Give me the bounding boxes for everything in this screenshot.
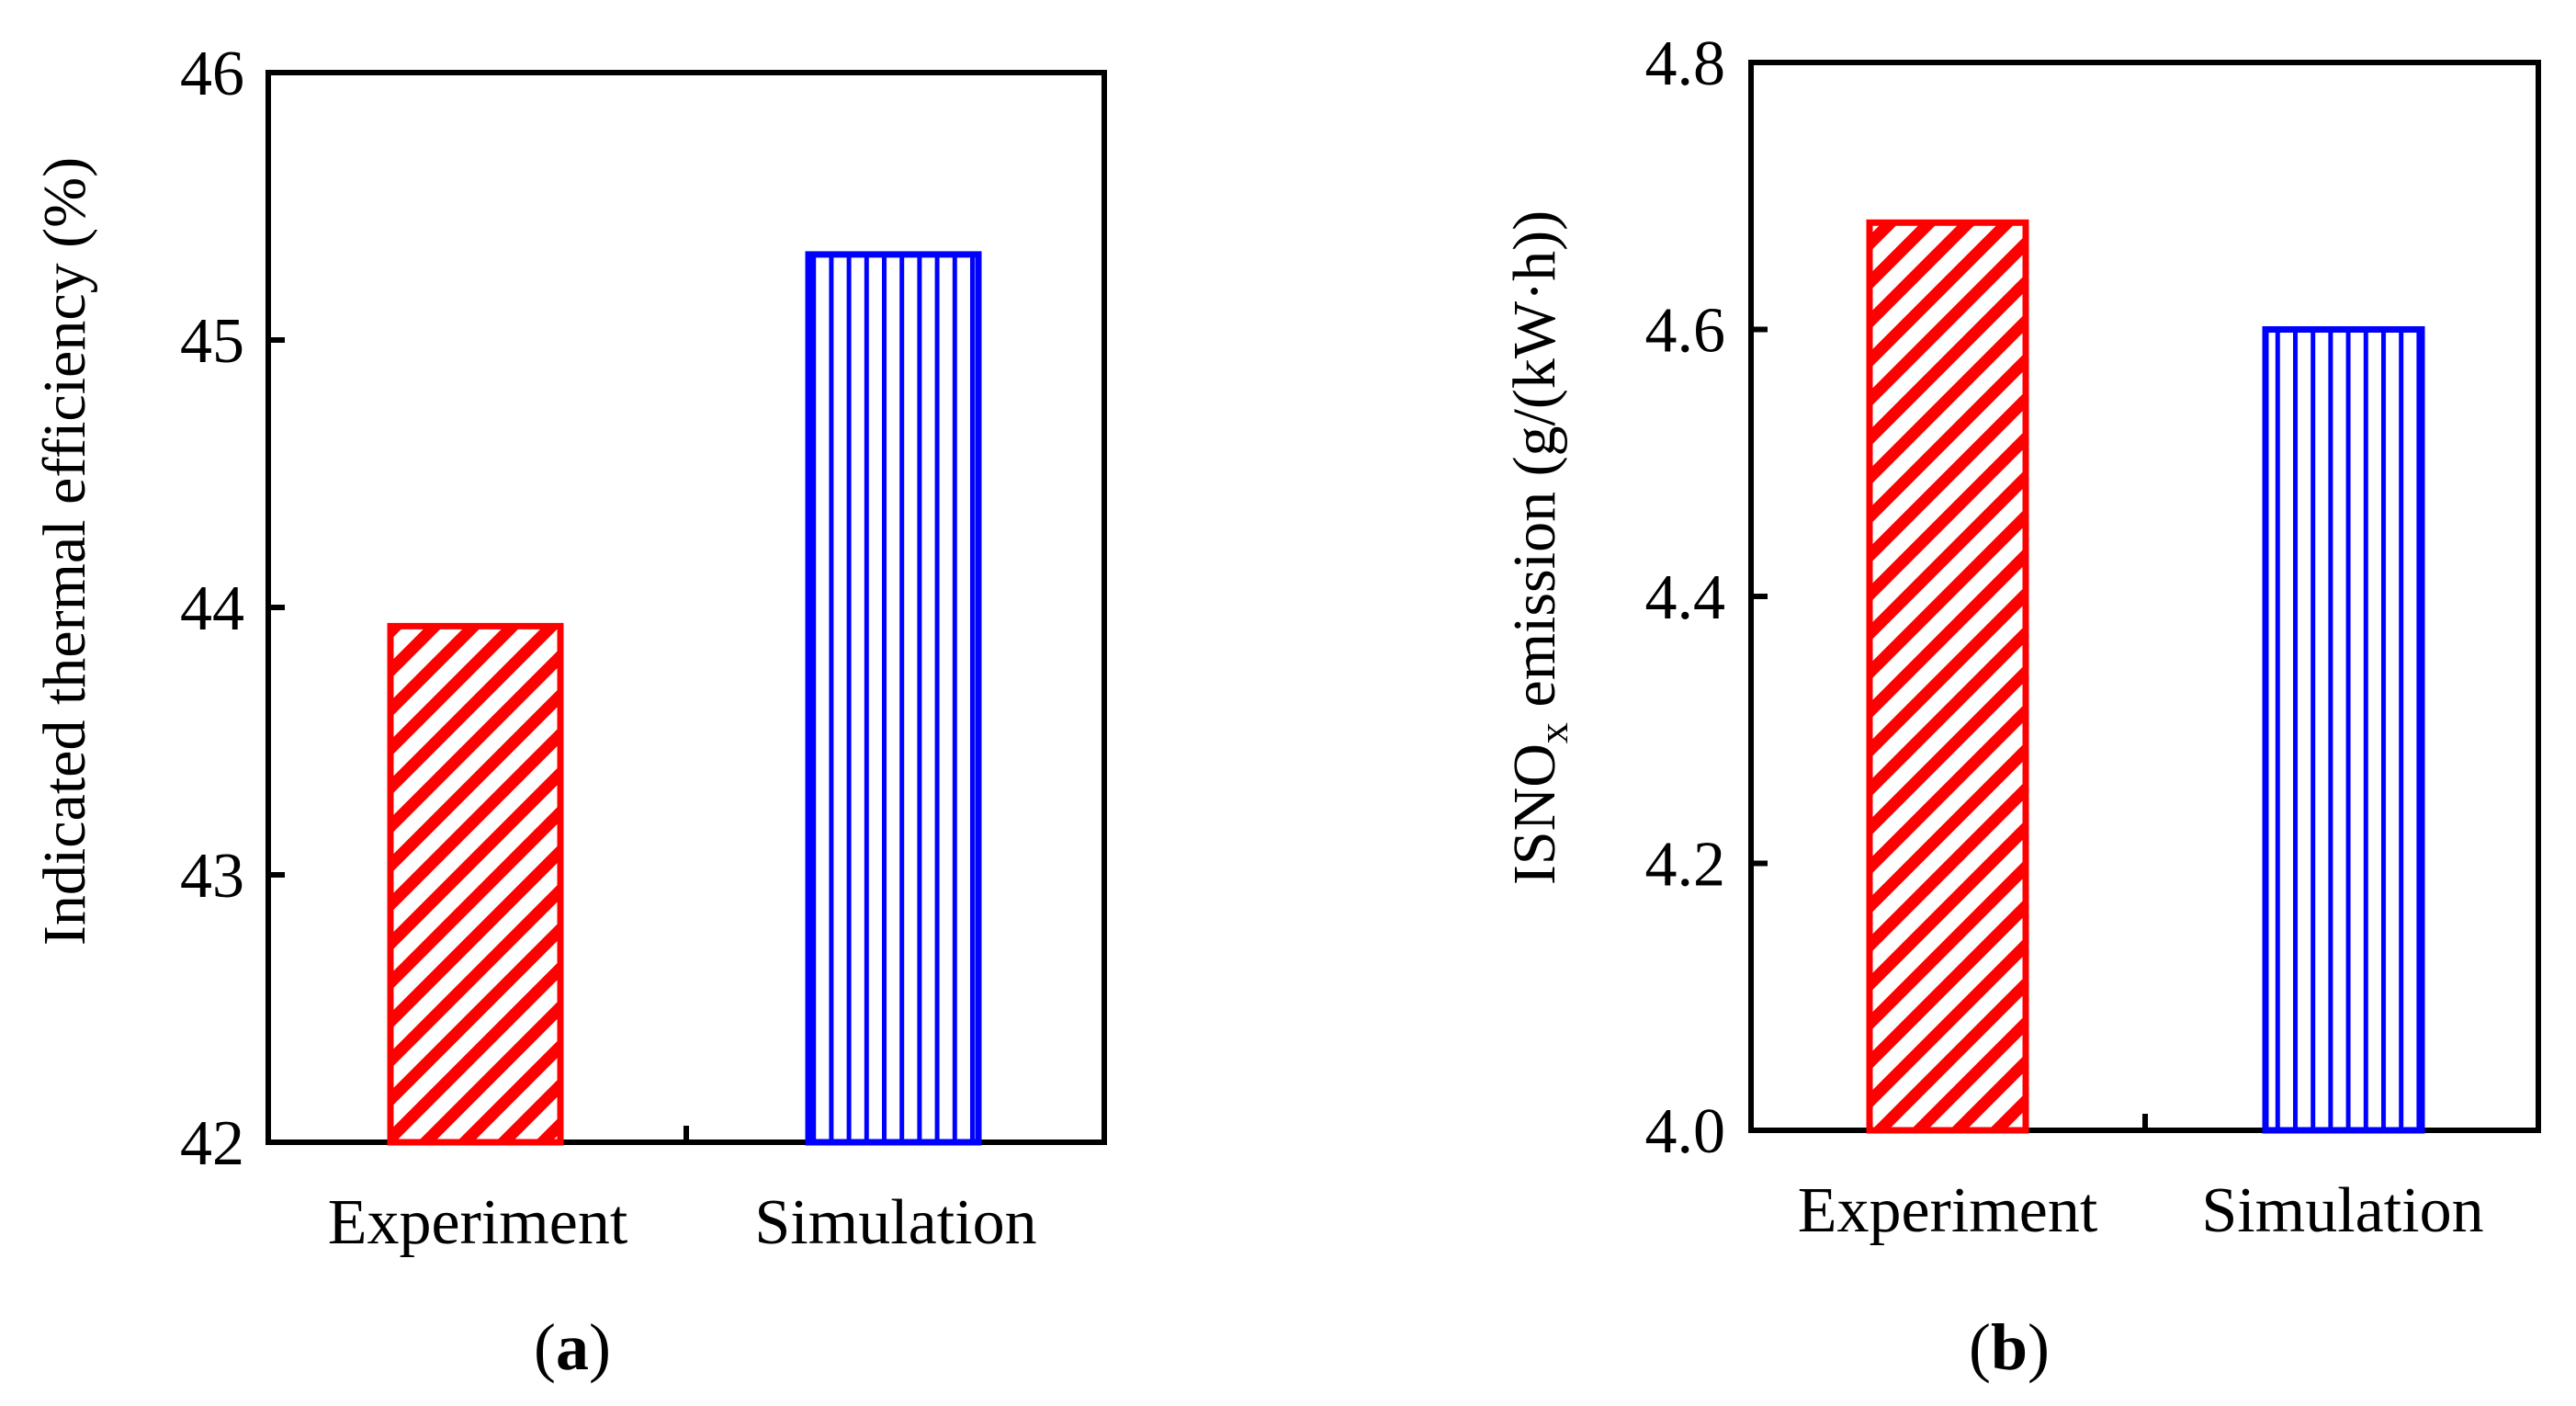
y-axis-title-b: ISNOx emission (g/(kW·h)) [1501, 210, 1576, 885]
panel-label-b: (b) [1969, 1310, 2050, 1384]
bar-simulation-b [2262, 326, 2425, 1134]
y-tick-labels-b: 4.0 4.2 4.4 4.6 4.8 [1645, 28, 1726, 1167]
y-axis-title-b-post: emission (g/(kW·h)) [1501, 210, 1568, 722]
y-tick-label-a-4: 46 [180, 39, 244, 109]
y-tick-label-b-3: 4.6 [1645, 296, 1726, 367]
y-tick-label-a-1: 43 [180, 841, 244, 912]
bar-experiment-b [1866, 219, 2029, 1134]
y-tick-label-a-2: 44 [180, 573, 244, 644]
y-tick-label-b-0: 4.0 [1645, 1096, 1726, 1167]
y-ticks-b [1751, 60, 1768, 1133]
y-tick-labels-a: 42 43 44 45 46 [180, 39, 244, 1179]
x-label-experiment-a: Experiment [328, 1187, 628, 1258]
y-tick-label-a-0: 42 [180, 1108, 244, 1179]
y-axis-title-b-pre: ISNO [1501, 743, 1568, 885]
y-ticks-a [268, 70, 285, 1145]
chart-panel-b: 4.0 4.2 4.4 4.6 4.8 Experiment Simulatio… [1501, 28, 2541, 1384]
x-label-experiment-b: Experiment [1798, 1175, 2098, 1246]
y-tick-label-b-4: 4.8 [1645, 28, 1726, 99]
y-tick-label-b-1: 4.2 [1645, 830, 1726, 901]
panel-label-a: (a) [534, 1310, 611, 1384]
y-tick-label-b-2: 4.4 [1645, 562, 1726, 633]
panel-label-a-letter: a [556, 1310, 589, 1384]
y-axis-title-a: Indicated thermal efficiency (%) [31, 157, 98, 946]
bar-simulation-a [805, 251, 982, 1146]
y-axis-title-b-sub: x [1530, 722, 1576, 743]
chart-panel-a: 42 43 44 45 46 Experiment Simulation Ind… [31, 39, 1107, 1384]
y-tick-label-a-3: 45 [180, 306, 244, 377]
x-label-simulation-a: Simulation [754, 1187, 1036, 1258]
x-label-simulation-b: Simulation [2201, 1175, 2483, 1246]
bar-experiment-a [387, 622, 564, 1146]
panel-label-b-letter: b [1991, 1310, 2028, 1384]
